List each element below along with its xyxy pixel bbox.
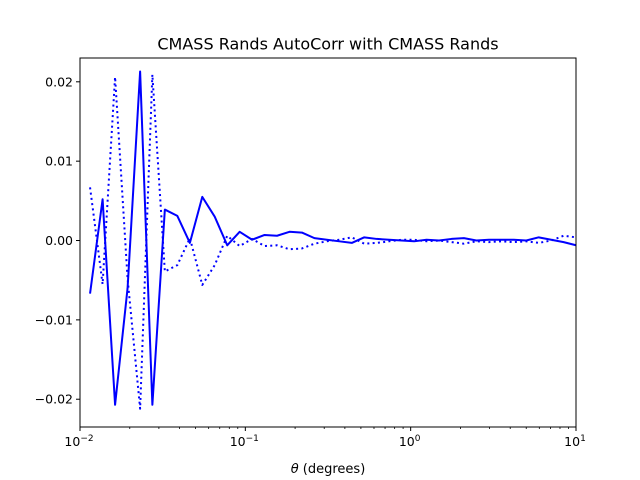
x-tick-label: 100 — [399, 434, 421, 449]
y-tick-label: 0.00 — [45, 233, 73, 248]
y-tick-label: −0.01 — [35, 312, 73, 327]
y-tick-label: −0.02 — [35, 392, 73, 407]
x-axis-label-symbol: θ — [291, 462, 299, 477]
x-tick-label: 10−2 — [64, 434, 93, 449]
x-axis-label: θ (degrees) — [291, 462, 366, 477]
y-tick-label: 0.02 — [45, 74, 73, 89]
x-tick-label: 10−1 — [230, 434, 259, 449]
chart-title: CMASS Rands AutoCorr with CMASS Rands — [157, 35, 498, 54]
series-line-dotted — [89, 73, 577, 410]
y-axis-ticks: 0.02 0.01 0.00 −0.01 −0.02 — [35, 74, 80, 407]
plot-area — [89, 70, 577, 410]
x-tick-label: 101 — [564, 434, 586, 449]
y-tick-label: 0.01 — [45, 154, 73, 169]
x-axis-ticks: 10−2 10−1 100 101 — [64, 427, 586, 449]
x-axis-label-text: (degrees) — [299, 462, 366, 477]
axes-frame — [79, 57, 577, 428]
